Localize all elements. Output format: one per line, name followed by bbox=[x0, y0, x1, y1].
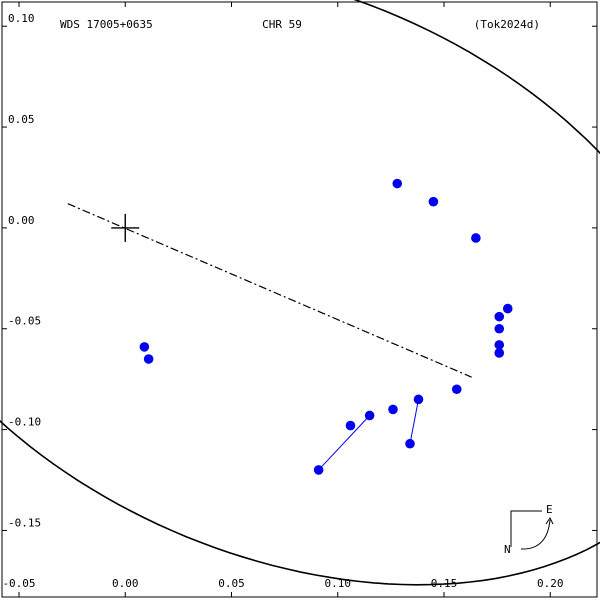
orbit-layer bbox=[0, 0, 600, 586]
header-left: WDS 17005+0635 bbox=[60, 18, 153, 31]
residual-line bbox=[318, 415, 370, 471]
x-tick-label: 0.05 bbox=[218, 577, 245, 590]
observation-point bbox=[451, 384, 462, 395]
residual-line bbox=[409, 399, 419, 444]
compass-rose: E N bbox=[504, 503, 554, 556]
observation-point bbox=[494, 348, 505, 358]
x-tick-label: 0.20 bbox=[537, 577, 564, 590]
observation-point bbox=[494, 323, 505, 334]
observation-point bbox=[405, 438, 415, 449]
compass-arrow-icon bbox=[545, 517, 554, 525]
axis-tick-labels: -0.05 0.00 0.05 0.10 0.15 0.200.100.050.00-0.… bbox=[2, 12, 563, 590]
y-tick-label: -0.15 bbox=[8, 516, 41, 529]
observation-point bbox=[139, 342, 150, 352]
y-tick-label: 0.00 bbox=[8, 214, 35, 227]
header-center: CHR 59 bbox=[262, 18, 302, 31]
observation-point bbox=[471, 233, 481, 243]
observation-point bbox=[494, 340, 505, 350]
header-right: (Tok2024d) bbox=[474, 18, 540, 31]
observation-point bbox=[413, 394, 424, 405]
compass-arms bbox=[510, 510, 542, 547]
compass-east-label: E bbox=[546, 503, 553, 516]
observation-point bbox=[494, 311, 505, 322]
x-tick-label: 0.00 bbox=[112, 577, 139, 590]
primary-star-marker bbox=[111, 213, 140, 242]
compass-arrow-arc bbox=[520, 519, 551, 550]
observation-points bbox=[139, 178, 513, 475]
observation-point bbox=[364, 410, 375, 421]
observation-point bbox=[392, 178, 403, 189]
orbit-ellipse bbox=[0, 0, 600, 586]
line-of-nodes bbox=[67, 203, 472, 378]
observation-point bbox=[313, 465, 324, 475]
observation-point bbox=[428, 196, 439, 207]
observation-point bbox=[345, 420, 356, 431]
x-tick-label: -0.05 bbox=[2, 577, 35, 590]
y-tick-label: 0.10 bbox=[8, 12, 35, 25]
observation-point bbox=[388, 404, 398, 415]
observation-point bbox=[502, 303, 513, 314]
y-tick-label: 0.05 bbox=[8, 113, 35, 126]
residuals bbox=[318, 399, 419, 471]
y-tick-label: -0.05 bbox=[8, 315, 41, 328]
compass-north-label: N bbox=[504, 543, 511, 556]
y-tick-label: -0.10 bbox=[8, 416, 41, 429]
observation-point bbox=[143, 354, 154, 364]
